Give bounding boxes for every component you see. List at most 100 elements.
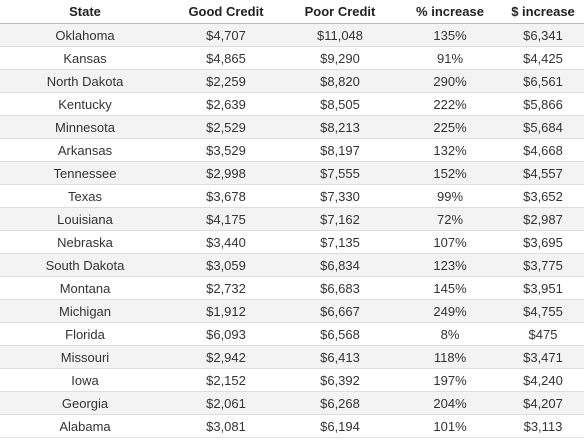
table-row: Kansas $4,865 $9,290 91% $4,425	[0, 46, 584, 70]
table-cell: 8%	[398, 322, 502, 346]
table-cell: 107%	[398, 230, 502, 254]
column-header: State	[0, 0, 170, 24]
table-cell: $2,639	[170, 92, 282, 116]
table-cell: 204%	[398, 391, 502, 415]
table-cell: $9,290	[282, 46, 398, 70]
table-cell: $2,942	[170, 345, 282, 369]
table-row: Missouri $2,942 $6,413 118% $3,471	[0, 345, 584, 369]
table-cell: Texas	[0, 184, 170, 208]
table-cell: $3,440	[170, 230, 282, 254]
table-cell: Iowa	[0, 368, 170, 392]
table-cell: $3,775	[502, 253, 584, 277]
table-cell: $3,678	[170, 184, 282, 208]
table-cell: $3,695	[502, 230, 584, 254]
table-cell: Florida	[0, 322, 170, 346]
table-cell: $2,987	[502, 207, 584, 231]
table-cell: $4,425	[502, 46, 584, 70]
table-cell: $475	[502, 322, 584, 346]
table-cell: Missouri	[0, 345, 170, 369]
table-row: Kentucky $2,639 $8,505 222% $5,866	[0, 92, 584, 116]
table-cell: $6,194	[282, 414, 398, 438]
table-row: Arkansas $3,529 $8,197 132% $4,668	[0, 138, 584, 162]
table-cell: $2,152	[170, 368, 282, 392]
table-row: Florida $6,093 $6,568 8% $475	[0, 322, 584, 346]
table-cell: 132%	[398, 138, 502, 162]
table-cell: 72%	[398, 207, 502, 231]
table-cell: Kentucky	[0, 92, 170, 116]
column-header: $ increase	[502, 0, 584, 24]
table-cell: $6,413	[282, 345, 398, 369]
column-header: Good Credit	[170, 0, 282, 24]
table-row: Oklahoma $4,707 $11,048 135% $6,341	[0, 23, 584, 47]
table-cell: Tennessee	[0, 161, 170, 185]
table-cell: Alabama	[0, 414, 170, 438]
table-cell: $3,529	[170, 138, 282, 162]
table-cell: 91%	[398, 46, 502, 70]
table-cell: South Dakota	[0, 253, 170, 277]
table-cell: North Dakota	[0, 69, 170, 93]
table-cell: $2,529	[170, 115, 282, 139]
table-cell: 145%	[398, 276, 502, 300]
table-row: Minnesota $2,529 $8,213 225% $5,684	[0, 115, 584, 139]
table-cell: $2,998	[170, 161, 282, 185]
table-row: Georgia $2,061 $6,268 204% $4,207	[0, 391, 584, 415]
table-cell: $7,330	[282, 184, 398, 208]
table-cell: $7,135	[282, 230, 398, 254]
table-body: Oklahoma $4,707 $11,048 135% $6,341 Kansas $4,…	[0, 23, 584, 438]
table-cell: 225%	[398, 115, 502, 139]
table-cell: $4,175	[170, 207, 282, 231]
table-cell: 123%	[398, 253, 502, 277]
table-row: Michigan $1,912 $6,667 249% $4,755	[0, 299, 584, 323]
table-cell: $5,684	[502, 115, 584, 139]
table-row: Iowa $2,152 $6,392 197% $4,240	[0, 368, 584, 392]
table-cell: Oklahoma	[0, 23, 170, 47]
table-cell: $4,668	[502, 138, 584, 162]
table-cell: $6,568	[282, 322, 398, 346]
table-cell: $8,505	[282, 92, 398, 116]
table-cell: 118%	[398, 345, 502, 369]
table-cell: $6,667	[282, 299, 398, 323]
table-cell: Georgia	[0, 391, 170, 415]
table-cell: $7,162	[282, 207, 398, 231]
table-cell: $3,471	[502, 345, 584, 369]
table-cell: $2,061	[170, 391, 282, 415]
table-cell: $6,341	[502, 23, 584, 47]
table-row: South Dakota $3,059 $6,834 123% $3,775	[0, 253, 584, 277]
table-cell: $6,834	[282, 253, 398, 277]
table-cell: $6,561	[502, 69, 584, 93]
table-cell: 197%	[398, 368, 502, 392]
table-cell: 101%	[398, 414, 502, 438]
table-cell: $7,555	[282, 161, 398, 185]
column-header: Poor Credit	[282, 0, 398, 24]
table-cell: $4,707	[170, 23, 282, 47]
table-row: Louisiana $4,175 $7,162 72% $2,987	[0, 207, 584, 231]
table-row: Texas $3,678 $7,330 99% $3,652	[0, 184, 584, 208]
table-cell: $4,865	[170, 46, 282, 70]
table-cell: 249%	[398, 299, 502, 323]
table-cell: Michigan	[0, 299, 170, 323]
table-cell: $4,755	[502, 299, 584, 323]
table-cell: $6,268	[282, 391, 398, 415]
table-cell: Kansas	[0, 46, 170, 70]
table-cell: 152%	[398, 161, 502, 185]
table-cell: Minnesota	[0, 115, 170, 139]
table-cell: $11,048	[282, 23, 398, 47]
table-cell: $6,683	[282, 276, 398, 300]
table-cell: $3,951	[502, 276, 584, 300]
table-row: North Dakota $2,259 $8,820 290% $6,561	[0, 69, 584, 93]
table-cell: $3,113	[502, 414, 584, 438]
table-row: Alabama $3,081 $6,194 101% $3,113	[0, 414, 584, 438]
table-cell: $6,392	[282, 368, 398, 392]
table-cell: 222%	[398, 92, 502, 116]
table-cell: $4,557	[502, 161, 584, 185]
table-cell: $6,093	[170, 322, 282, 346]
table-cell: $8,213	[282, 115, 398, 139]
table-cell: Nebraska	[0, 230, 170, 254]
table-cell: $1,912	[170, 299, 282, 323]
table-cell: $5,866	[502, 92, 584, 116]
table-cell: 135%	[398, 23, 502, 47]
table-row: Montana $2,732 $6,683 145% $3,951	[0, 276, 584, 300]
table-cell: $8,197	[282, 138, 398, 162]
table-cell: $3,652	[502, 184, 584, 208]
